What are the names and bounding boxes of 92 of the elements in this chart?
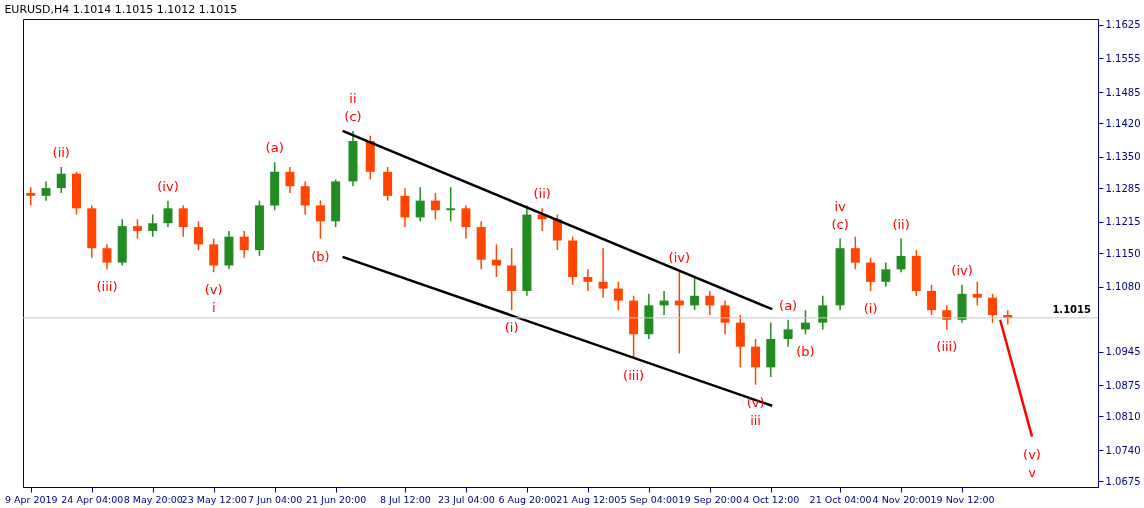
candlestick <box>598 247 608 299</box>
y-tick-label: 1.0875 <box>1105 379 1141 391</box>
annotation: iii <box>750 412 761 428</box>
candlestick <box>285 166 295 194</box>
candlestick <box>315 199 325 240</box>
candlestick <box>927 283 937 316</box>
annotation: (v) <box>204 282 223 298</box>
y-tick-label: 1.1555 <box>1105 52 1141 64</box>
annotation: (b) <box>796 344 815 360</box>
y-tick-label: 1.1080 <box>1105 281 1141 293</box>
ref-line-label: 1.1015 <box>1052 303 1092 315</box>
y-tick-label: 1.0945 <box>1105 346 1141 357</box>
y-tick-label: 1.1420 <box>1105 117 1141 129</box>
candlestick <box>613 281 623 311</box>
annotation: (iii) <box>96 279 118 295</box>
x-tick-label: 21 Oct 04:00 <box>809 493 872 505</box>
candlestick <box>56 166 66 194</box>
x-tick-label: 21 Jun 20:00 <box>305 493 367 505</box>
candlestick <box>400 187 410 228</box>
annotation: (iv) <box>668 250 691 266</box>
candlestick <box>583 268 593 292</box>
candlestick <box>720 299 730 335</box>
chart-title: EURUSD,H4 1.1014 1.1015 1.1012 1.1015 <box>4 3 238 16</box>
x-tick-label: 5 Sep 04:00 <box>620 493 679 505</box>
x-tick-label: 8 Jul 12:00 <box>379 493 431 505</box>
annotation: (v) <box>1023 446 1041 462</box>
y-tick-label: 1.1285 <box>1105 182 1141 194</box>
candlestick <box>988 293 998 324</box>
y-tick-label: 1.1150 <box>1105 247 1141 259</box>
annotation: iv <box>834 198 847 214</box>
x-tick-label: 9 Apr 2019 <box>4 493 58 505</box>
annotation: (iii) <box>623 368 645 384</box>
candlestick <box>41 180 51 202</box>
candlestick <box>552 213 562 251</box>
candlestick <box>972 281 982 307</box>
annotation: (a) <box>779 297 798 313</box>
x-tick-label: 8 May 20:00 <box>123 493 183 505</box>
annotation: (c) <box>344 108 362 124</box>
candlestick <box>461 204 471 240</box>
candlestick <box>209 237 219 273</box>
candlestick <box>783 319 793 348</box>
candlestick <box>866 257 876 292</box>
candlestick <box>178 204 188 238</box>
candlestick <box>690 276 700 311</box>
y-tick-label: 1.1350 <box>1105 151 1141 163</box>
candlestick <box>163 199 173 228</box>
y-tick-label: 1.0675 <box>1105 475 1141 487</box>
annotation: (i) <box>863 300 878 316</box>
annotation: (ii) <box>533 186 551 202</box>
y-tick-label: 1.1625 <box>1105 19 1141 31</box>
candlestick <box>415 186 425 223</box>
candlestick <box>705 290 715 316</box>
annotation: v <box>1028 464 1037 480</box>
candlestick <box>239 230 249 259</box>
candlestick <box>300 180 310 216</box>
annotation: (iii) <box>936 339 958 355</box>
annotation: i <box>211 300 216 316</box>
candlestick <box>881 261 891 288</box>
x-tick-label: 23 May 12:00 <box>181 493 247 505</box>
x-tick-label: 21 Aug 12:00 <box>556 493 621 505</box>
candlestick <box>430 192 440 221</box>
annotation: (a) <box>265 140 284 156</box>
candlestick <box>850 235 860 271</box>
candlestick <box>751 338 761 386</box>
x-tick-label: 23 Jul 04:00 <box>437 493 495 505</box>
candlestick <box>896 237 906 273</box>
candlestick <box>102 243 112 271</box>
annotation: ii <box>349 90 357 106</box>
candlestick <box>818 295 828 331</box>
annotation: (iv) <box>157 178 179 194</box>
x-tick-label: 6 Aug 20:00 <box>498 493 557 505</box>
annotation: (c) <box>831 216 849 232</box>
x-tick-label: 19 Sep 20:00 <box>678 493 743 505</box>
x-tick-label: 19 Nov 12:00 <box>930 493 995 505</box>
x-tick-label: 4 Nov 20:00 <box>872 493 931 505</box>
x-tick-label: 24 Apr 04:00 <box>61 493 124 505</box>
x-tick-label: 7 Jun 04:00 <box>248 493 303 505</box>
y-tick-label: 1.1215 <box>1105 216 1141 228</box>
y-tick-label: 1.1485 <box>1105 86 1141 98</box>
annotation: (iv) <box>951 262 973 278</box>
candlestick <box>148 213 158 238</box>
annotation: (i) <box>504 320 519 336</box>
x-tick-label: 4 Oct 12:00 <box>743 493 800 505</box>
y-tick-label: 1.0810 <box>1105 410 1141 422</box>
candlestick <box>193 220 203 251</box>
candlestick <box>446 186 456 223</box>
candlestick <box>26 186 36 207</box>
y-tick-label: 1.0740 <box>1105 444 1141 456</box>
annotation: (ii) <box>52 144 70 160</box>
annotation: (ii) <box>892 216 910 232</box>
candlestick <box>132 218 142 240</box>
annotation: (b) <box>311 248 330 264</box>
